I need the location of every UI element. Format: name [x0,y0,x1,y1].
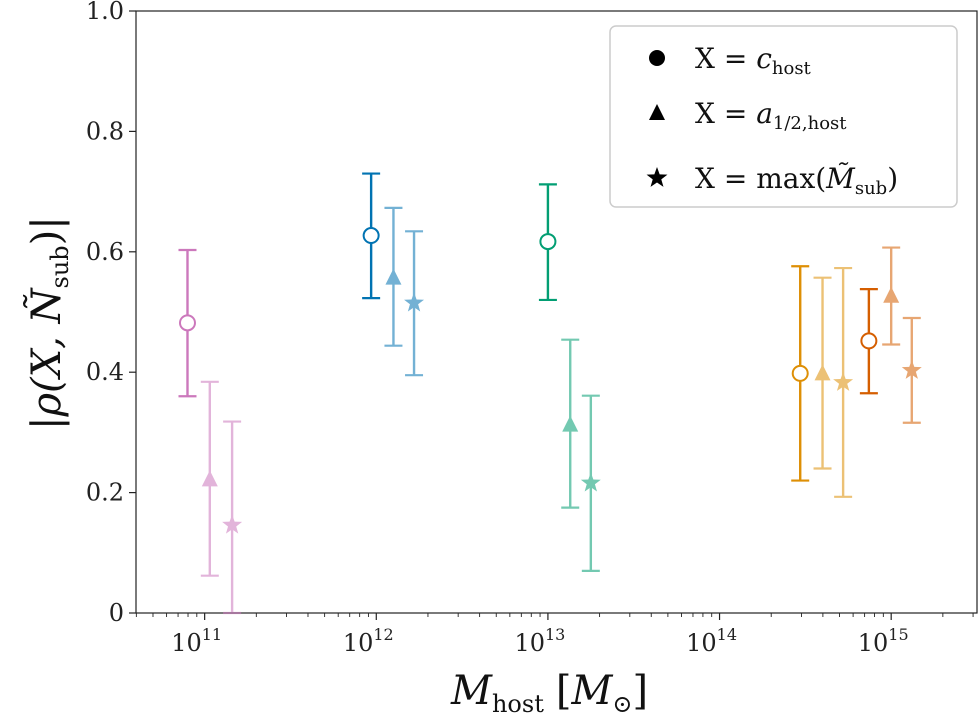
series-green-a [561,338,580,509]
series-blue-m [404,230,425,377]
series-blue-c [362,172,381,300]
axis-ticks: 0 0.2 0.4 0.6 0.8 1.0 1011 1012 1013 1014 1015 [86,0,974,657]
point-circle [539,233,557,251]
point-triangle [201,470,218,487]
x-tick-label: 1011 [171,625,222,657]
series-blue-a [384,206,403,347]
x-tick-label: 1012 [343,625,394,657]
series-orange-m [901,316,922,424]
x-tick-label: 1013 [514,625,565,657]
series-pink-c [178,248,197,398]
series-gold-a [813,276,832,470]
legend-circle-marker [649,50,665,66]
point-star [901,359,922,379]
series-green-c [538,183,557,302]
y-tick-label: 0.8 [86,117,124,145]
point-triangle [883,286,900,303]
legend-entry-star: X = max(M̃sub) [695,162,898,199]
series-pink-a [200,380,219,577]
point-circle [860,332,878,350]
legend-entry-circle: X = chost [695,42,812,79]
y-tick-label: 0.4 [86,358,124,386]
x-tick-label: 1014 [686,625,737,657]
x-axis-label: Mhost [M⊙] [450,668,648,715]
legend-box [609,25,958,208]
legend-entry-triangle: X = a1/2,host [695,97,847,134]
y-tick-label: 0 [109,599,124,627]
series-gold-c [791,265,810,482]
point-triangle [385,268,402,285]
point-star [580,472,601,492]
y-axis-label: |ρ(X, Ñsub)| [23,216,74,430]
point-star [222,514,243,534]
series-gold-m [833,266,854,498]
series-pink-m [222,420,243,615]
series-orange-c [859,288,878,395]
point-circle [178,314,196,332]
series-green-m [580,394,601,572]
point-circle [362,227,380,245]
point-triangle [562,415,579,432]
legend: X = chost X = a1/2,host X = max(M̃sub) [609,25,958,208]
y-tick-label: 0.6 [86,238,124,266]
series-orange-a [882,246,901,346]
data-series [178,172,922,615]
y-tick-label: 0.2 [86,479,124,507]
legend-triangle-marker [649,104,665,120]
x-tick-label: 1015 [858,625,909,657]
y-tick-label: 1.0 [86,0,124,25]
point-circle [791,364,809,382]
point-star [404,292,425,312]
point-star [833,371,854,391]
point-triangle [814,364,831,381]
legend-star-marker [646,167,668,187]
